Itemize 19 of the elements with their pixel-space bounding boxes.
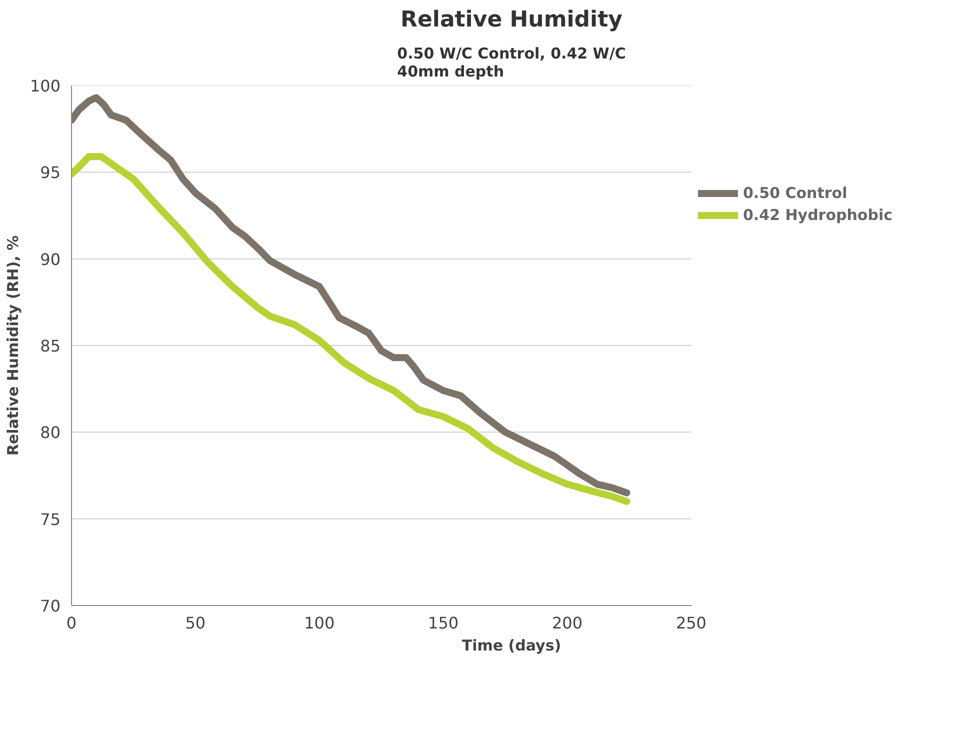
y-tick-label: 90 <box>40 250 60 269</box>
chart-title: Relative Humidity <box>400 8 622 32</box>
y-tick-label: 95 <box>40 163 60 182</box>
x-tick-label: 0 <box>66 614 77 632</box>
x-tick-label: 200 <box>552 614 583 632</box>
legend-label: 0.42 Hydrophobic <box>743 206 892 224</box>
y-tick-label: 85 <box>40 336 60 356</box>
legend-label: 0.50 Control <box>743 184 848 202</box>
chart-subtitle: 0.50 W/C Control, 0.42 W/C 40mm depth <box>397 44 626 80</box>
x-axis-title: Time (days) <box>462 636 562 654</box>
y-tick-label: 80 <box>40 423 60 442</box>
x-tick-label: 150 <box>428 614 459 632</box>
y-tick-label: 75 <box>40 510 60 529</box>
y-axis-title: Relative Humidity (RH), % <box>4 235 22 456</box>
x-tick-label: 50 <box>185 614 206 632</box>
x-tick-label: 100 <box>304 614 335 632</box>
x-tick-label: 250 <box>676 614 706 632</box>
y-tick-label: 70 <box>40 596 60 616</box>
y-tick-label: 100 <box>30 76 61 96</box>
